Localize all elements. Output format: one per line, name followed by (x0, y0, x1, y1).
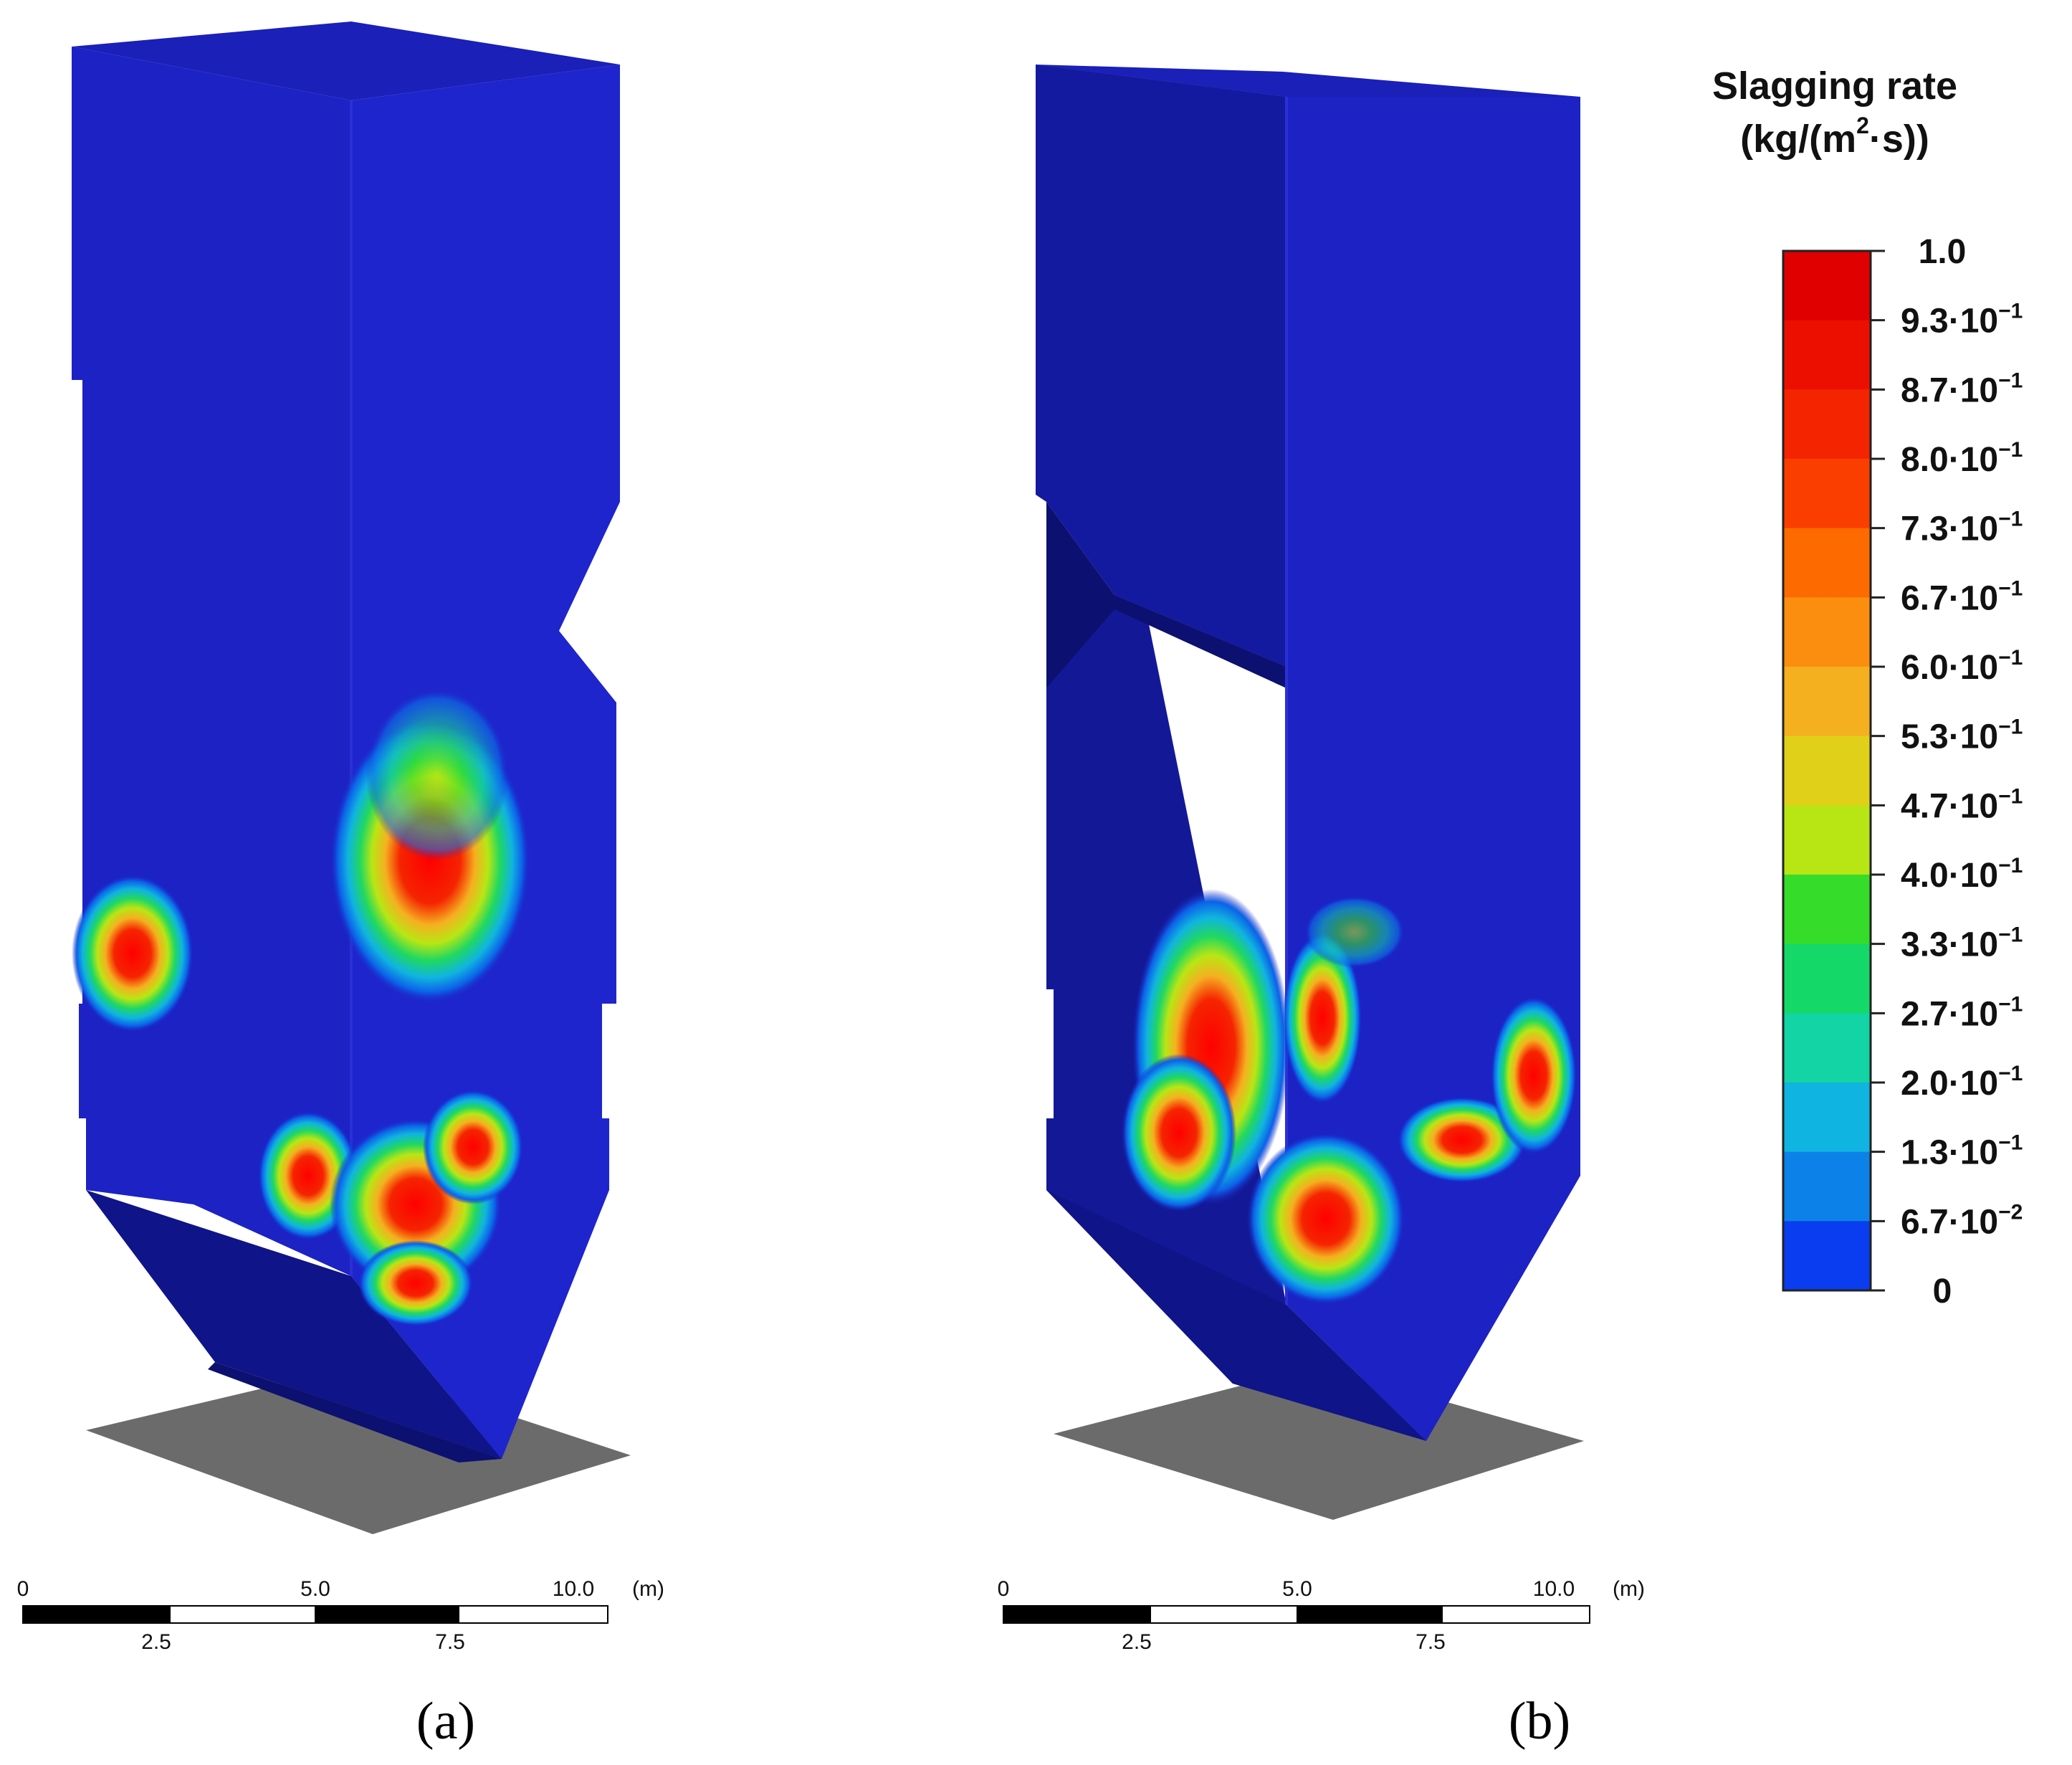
colorbar-tick-label: 9.3·10−1 (1901, 300, 2023, 341)
hotspot (1398, 1097, 1527, 1183)
colorbar-band (1783, 805, 1871, 875)
colorbar-tick-label: 5.3·10−1 (1901, 715, 2023, 756)
scale-a-tick-7.5: 7.5 (435, 1630, 465, 1654)
hotspot (72, 875, 194, 1032)
scale-a-seg (22, 1605, 171, 1624)
scale-a-tick-0: 0 (17, 1577, 29, 1601)
furnace-b (1036, 65, 1584, 1520)
furnace-a-hopper-left (86, 1190, 502, 1459)
furnace-a-top-face (72, 22, 620, 100)
colorbar-tick-label: 7.3·10−1 (1901, 508, 2023, 548)
colorbar-band (1783, 389, 1871, 460)
scale-a-unit: (m) (632, 1577, 664, 1601)
colorbar-tick-label: 0 (1933, 1272, 1952, 1310)
furnace-a-left-face (72, 47, 351, 1276)
panel-label-b: (b) (1509, 1692, 1570, 1751)
furnace-a (72, 22, 631, 1534)
colorbar-band (1783, 667, 1871, 737)
hotspot (366, 688, 509, 860)
colorbar-band (1783, 1151, 1871, 1222)
hotspot (1247, 1133, 1405, 1305)
colorbar-band (1783, 943, 1871, 1014)
colorbar-legend: Slagging rate (kg/(m2·s)) 1.0 9.3·10−1 8.7… (1712, 65, 2023, 1310)
hotspot (358, 1240, 473, 1326)
scale-b-tick-2.5: 2.5 (1122, 1630, 1152, 1654)
scale-b-seg (1297, 1605, 1443, 1624)
scale-b-tick-10: 10.0 (1533, 1577, 1575, 1601)
legend-unit: (kg/(m2·s)) (1740, 113, 1929, 161)
scale-b-seg (1441, 1605, 1590, 1624)
furnace-b-notch-shadow (1046, 502, 1286, 688)
scale-b-tick-7.5: 7.5 (1415, 1630, 1446, 1654)
furnace-b-hotspots (1122, 889, 1577, 1305)
scale-b-unit: (m) (1613, 1577, 1645, 1601)
furnace-a-shadow (86, 1366, 631, 1534)
colorbar-tick-label: 6.0·10−1 (1901, 646, 2023, 687)
scale-a-tick-5: 5.0 (300, 1577, 330, 1601)
colorbar-band (1783, 875, 1871, 945)
furnace-b-shadow (1054, 1366, 1584, 1520)
scale-bar-b: 0 5.0 10.0 (m) 2.5 7.5 (998, 1577, 1645, 1654)
colorbar-band (1783, 528, 1871, 598)
scale-bar-a: 0 5.0 10.0 (m) 2.5 7.5 (17, 1577, 664, 1654)
colorbar-band (1783, 1083, 1871, 1153)
colorbar-tick-label: 1.3·10−1 (1901, 1131, 2023, 1172)
furnace-b-notch (1036, 65, 1286, 667)
colorbar-tick-label: 1.0 (1919, 233, 1967, 271)
colorbar-band (1783, 459, 1871, 529)
legend-title: Slagging rate (1712, 65, 1957, 108)
colorbar-tick-label: 6.7·10−1 (1901, 576, 2023, 617)
legend-unit-pre: (kg/(m (1740, 118, 1856, 161)
hotspot (1491, 996, 1577, 1154)
scale-b-seg (1003, 1605, 1151, 1624)
scale-b-tick-5: 5.0 (1282, 1577, 1312, 1601)
colorbar-tick-label: 2.0·10−1 (1901, 1062, 2023, 1103)
legend-unit-post: ·s)) (1869, 118, 1929, 161)
colorbar-tick-label: 2.7·10−1 (1901, 992, 2023, 1033)
colorbar-tick-label: 3.3·10−1 (1901, 923, 2023, 964)
colorbar-tick-label: 8.7·10−1 (1901, 368, 2023, 409)
hotspot (1304, 896, 1405, 968)
scale-a-seg (169, 1605, 316, 1624)
scale-a-tick-10: 10.0 (553, 1577, 594, 1601)
scale-b-tick-0: 0 (998, 1577, 1010, 1601)
colorbar-band (1783, 1013, 1871, 1083)
colorbar-band (1783, 736, 1871, 806)
colorbar-band (1783, 320, 1871, 390)
scale-a-seg (315, 1605, 459, 1624)
hotspot (423, 1090, 523, 1204)
furnace-a-hopper-bottom (208, 1362, 502, 1462)
colorbar-tick-label: 4.0·10−1 (1901, 854, 2023, 895)
colorbar-tick-label: 8.0·10−1 (1901, 438, 2023, 479)
furnace-a-hotspots (72, 688, 530, 1326)
legend-unit-sup: 2 (1856, 113, 1869, 138)
furnace-b-hopper (1046, 1190, 1426, 1441)
colorbar-band (1783, 251, 1871, 321)
furnace-b-top-face (1036, 65, 1580, 97)
colorbar-band (1783, 597, 1871, 667)
panel-label-a: (a) (416, 1692, 475, 1751)
colorbar-band (1783, 1221, 1871, 1291)
hotspot (1283, 932, 1362, 1104)
scale-a-seg (458, 1605, 608, 1624)
colorbar-frame (1782, 249, 1872, 1292)
scale-a-tick-2.5: 2.5 (141, 1630, 171, 1654)
colorbar-tick-label: 6.7·10−2 (1901, 1200, 2023, 1241)
colorbar-tick-label: 4.7·10−1 (1901, 784, 2023, 825)
colorbar: 1.0 9.3·10−1 8.7·10−1 8.0·10−1 7.3·10−1 6.7·1… (1782, 233, 2023, 1310)
scale-b-seg (1150, 1605, 1298, 1624)
hotspot (1122, 1054, 1236, 1212)
